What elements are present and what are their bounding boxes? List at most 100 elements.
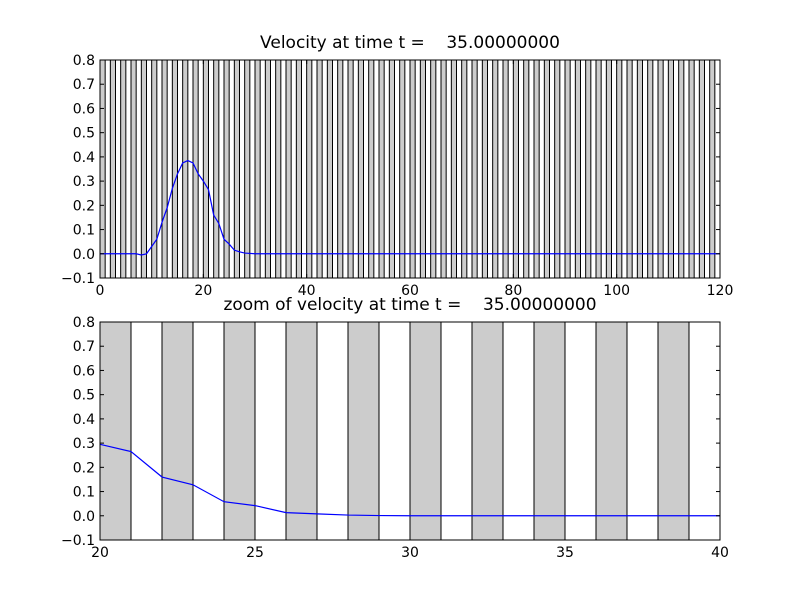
velocity-x-tick-label: 60 [401,283,419,299]
velocity-y-tick-label: 0.5 [73,126,95,142]
velocity-shaded-cell [182,59,189,279]
zoom-y-tick-label: 0.8 [73,315,95,331]
velocity-y-tick-label: 0.4 [73,150,95,166]
velocity-shaded-cell [554,59,561,279]
velocity-shaded-cell [378,59,385,279]
velocity-shaded-cell [543,59,550,279]
zoom-shaded-cell [595,321,628,541]
velocity-shaded-cell [471,59,478,279]
velocity-shaded-cell [636,59,643,279]
velocity-shaded-cell [254,59,261,279]
velocity-shaded-cell [213,59,220,279]
zoom-shaded-cell [409,321,442,541]
velocity-velocity-line [100,159,720,256]
velocity-plot: Velocity at time t = 35.00000000 0 20 40 60… [61,33,733,299]
zoom-velocity-plot-title: zoom of velocity at time t = 35.00000000 [223,295,596,315]
velocity-shaded-cell [316,59,323,279]
velocity-shaded-cell [202,59,209,279]
velocity-shaded-cell [616,59,623,279]
velocity-shaded-cell [161,59,168,279]
zoom-y-tick-label: 0.2 [73,460,95,476]
zoom-shaded-cell [223,321,256,541]
velocity-shaded-cell [564,59,571,279]
velocity-shaded-cell [171,59,178,279]
zoom-velocity-plot-ticks: 20 25 30 35 40 −0.1 0.0 0.1 0.2 0.3 0.4 0.5 0.6 0.7 0.… [61,315,729,561]
velocity-y-tick-label: 0.1 [73,223,95,239]
velocity-x-tick-label: 40 [298,283,316,299]
velocity-shaded-cell [626,59,633,279]
velocity-shaded-cell [595,59,602,279]
zoom-x-tick-label: 40 [711,545,729,561]
zoom-shaded-cell [657,321,690,541]
velocity-y-tick-label: 0.6 [73,101,95,117]
velocity-x-tick-label: 20 [194,283,212,299]
velocity-shaded-cell [409,59,416,279]
zoom-y-tick-label: 0.7 [73,339,95,355]
velocity-y-tick-label: −0.1 [61,271,95,287]
velocity-shaded-cell [523,59,530,279]
velocity-shaded-cell [605,59,612,279]
zoom-y-tick-label: 0.6 [73,363,95,379]
zoom-y-tick-label: 0.4 [73,412,95,428]
zoom-y-tick-label: 0.5 [73,388,95,404]
velocity-shaded-cell [512,59,519,279]
velocity-y-tick-label: 0.0 [73,247,95,263]
velocity-shaded-cell [347,59,354,279]
velocity-shaded-cell [502,59,509,279]
velocity-shaded-cell [440,59,447,279]
velocity-shaded-cell [698,59,705,279]
zoom-x-tick-label: 35 [556,545,574,561]
zoom-velocity-plot: zoom of velocity at time t = 35.00000000… [61,295,729,561]
velocity-shaded-cell [130,59,137,279]
zoom-velocity-line [99,443,720,517]
velocity-shaded-cell [585,59,592,279]
velocity-shaded-cell [399,59,406,279]
velocity-shaded-cell [709,59,716,279]
velocity-shaded-cell [657,59,664,279]
velocity-shaded-cell [450,59,458,279]
velocity-shaded-cell [574,59,581,279]
velocity-shaded-cell [140,59,147,279]
velocity-x-tick-label: 100 [603,283,630,299]
velocity-shaded-cell [481,59,489,279]
velocity-shaded-cell [688,59,695,279]
velocity-shaded-cell [430,59,437,279]
zoom-shaded-cell [471,321,504,541]
velocity-y-tick-label: 0.3 [73,174,95,190]
zoom-y-tick-label: 0.0 [73,509,95,525]
velocity-x-tick-label: 120 [707,283,734,299]
velocity-shaded-cell [326,59,334,279]
velocity-shaded-cell [285,59,292,279]
zoom-shaded-cell [347,321,380,541]
zoom-velocity-plot-line [99,443,720,517]
velocity-shaded-cell [357,59,365,279]
velocity-shaded-cell [306,59,313,279]
velocity-x-tick-label: 80 [504,283,522,299]
velocity-x-tick-label: 0 [96,283,105,299]
zoom-x-tick-label: 20 [91,545,109,561]
velocity-shaded-cell [368,59,375,279]
zoom-y-tick-label: −0.1 [61,533,95,549]
zoom-shaded-cell [285,321,318,541]
velocity-shaded-cell [99,59,106,279]
zoom-shaded-cell [533,321,566,541]
velocity-y-tick-label: 0.2 [73,198,95,214]
velocity-shaded-cell [223,59,230,279]
velocity-shaded-cell [667,59,674,279]
velocity-plot-line [100,159,720,256]
velocity-shaded-cell [337,59,344,279]
velocity-shaded-cell [388,59,396,279]
velocity-shaded-cell [233,59,240,279]
velocity-shaded-cell [647,59,654,279]
velocity-shaded-cell [492,59,499,279]
velocity-shaded-cell [109,59,117,279]
velocity-shaded-cell [264,59,272,279]
velocity-shaded-cell [533,59,540,279]
velocity-shaded-cell [678,59,685,279]
velocity-plot-title: Velocity at time t = 35.00000000 [260,33,560,53]
velocity-shaded-cell [419,59,427,279]
velocity-plot-ticks: 0 20 40 60 80 100 120 −0.1 0.0 0.1 0.2 0.3 0.4 0.5 0.6… [61,53,733,299]
velocity-shaded-cell [275,59,282,279]
zoom-x-tick-label: 25 [246,545,264,561]
zoom-x-tick-label: 30 [401,545,419,561]
